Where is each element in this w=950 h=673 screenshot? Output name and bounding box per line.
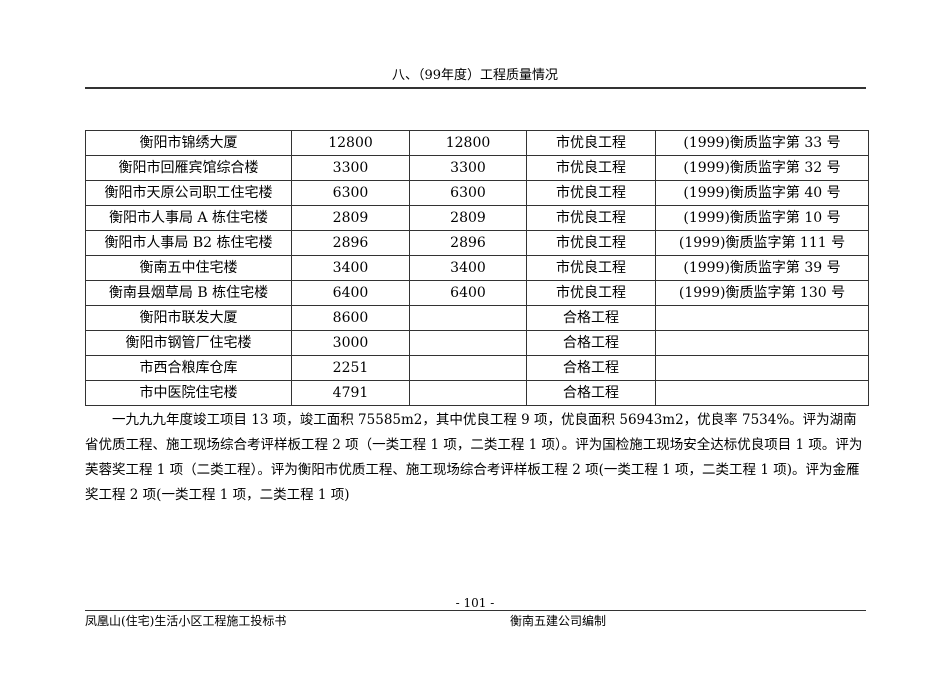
table-row: 衡阳市回雁宾馆综合楼 3300 3300 市优良工程 (1999)衡质监字第 32 号 <box>85 155 869 181</box>
project-name-cell: 衡阳市锦绣大厦 <box>85 130 292 156</box>
table-row: 衡阳市联发大厦 8600 合格工程 <box>85 305 869 331</box>
certificate-number-cell: (1999)衡质监字第 39 号 <box>655 255 869 281</box>
area-completed-cell: 3400 <box>291 255 410 281</box>
project-name-cell: 衡阳市人事局 A 栋住宅楼 <box>85 205 292 231</box>
area-excellent-cell: 6400 <box>409 280 527 306</box>
project-name-cell: 衡阳市人事局 B2 栋住宅楼 <box>85 230 292 256</box>
project-name-cell: 衡阳市联发大厦 <box>85 305 292 331</box>
area-completed-cell: 2251 <box>291 355 410 381</box>
project-name-cell: 衡南五中住宅楼 <box>85 255 292 281</box>
area-excellent-cell: 6300 <box>409 180 527 206</box>
project-name-cell: 衡阳市钢管厂住宅楼 <box>85 330 292 356</box>
certificate-number-cell <box>655 380 869 406</box>
certificate-number-cell: (1999)衡质监字第 130 号 <box>655 280 869 306</box>
quality-grade-cell: 市优良工程 <box>526 180 656 206</box>
quality-grade-cell: 市优良工程 <box>526 255 656 281</box>
footer-document-title: 凤凰山(住宅)生活小区工程施工投标书 <box>85 614 287 628</box>
table-row: 市中医院住宅楼 4791 合格工程 <box>85 380 869 406</box>
area-excellent-cell <box>409 355 527 381</box>
area-excellent-cell <box>409 305 527 331</box>
table-row: 衡阳市天原公司职工住宅楼 6300 6300 市优良工程 (1999)衡质监字第 40 … <box>85 180 869 206</box>
area-excellent-cell: 12800 <box>409 130 527 156</box>
area-completed-cell: 3300 <box>291 155 410 181</box>
header-divider <box>85 87 866 89</box>
certificate-number-cell <box>655 355 869 381</box>
quality-grade-cell: 合格工程 <box>526 305 656 331</box>
area-excellent-cell: 2896 <box>409 230 527 256</box>
certificate-number-cell <box>655 330 869 356</box>
area-completed-cell: 4791 <box>291 380 410 406</box>
page-header-title: 八、（99年度）工程质量情况 <box>391 68 559 83</box>
table-row: 衡阳市钢管厂住宅楼 3000 合格工程 <box>85 330 869 356</box>
certificate-number-cell: (1999)衡质监字第 40 号 <box>655 180 869 206</box>
quality-grade-cell: 市优良工程 <box>526 280 656 306</box>
quality-grade-cell: 市优良工程 <box>526 130 656 156</box>
area-excellent-cell: 2809 <box>409 205 527 231</box>
footer-company: 衡南五建公司编制 <box>510 614 607 628</box>
project-name-cell: 衡阳市回雁宾馆综合楼 <box>85 155 292 181</box>
area-completed-cell: 2809 <box>291 205 410 231</box>
area-completed-cell: 8600 <box>291 305 410 331</box>
project-name-cell: 市中医院住宅楼 <box>85 380 292 406</box>
quality-grade-cell: 合格工程 <box>526 355 656 381</box>
area-excellent-cell <box>409 330 527 356</box>
project-quality-table: 衡阳市锦绣大厦 12800 12800 市优良工程 (1999)衡质监字第 33 号衡阳… <box>85 130 869 406</box>
summary-paragraph: 一九九九年度竣工项目 13 项，竣工面积 75585m2，其中优良工程 9 项，… <box>85 412 863 503</box>
quality-grade-cell: 市优良工程 <box>526 230 656 256</box>
area-completed-cell: 3000 <box>291 330 410 356</box>
quality-grade-cell: 市优良工程 <box>526 155 656 181</box>
footer-divider <box>85 610 866 611</box>
quality-grade-cell: 合格工程 <box>526 330 656 356</box>
table-row: 衡南县烟草局 B 栋住宅楼 6400 6400 市优良工程 (1999)衡质监字第 13… <box>85 280 869 306</box>
area-excellent-cell: 3400 <box>409 255 527 281</box>
project-name-cell: 市西合粮库仓库 <box>85 355 292 381</box>
table-row: 衡阳市人事局 A 栋住宅楼 2809 2809 市优良工程 (1999)衡质监字第 10… <box>85 205 869 231</box>
table-row: 衡南五中住宅楼 3400 3400 市优良工程 (1999)衡质监字第 39 号 <box>85 255 869 281</box>
area-completed-cell: 2896 <box>291 230 410 256</box>
project-name-cell: 衡阳市天原公司职工住宅楼 <box>85 180 292 206</box>
table-row: 市西合粮库仓库 2251 合格工程 <box>85 355 869 381</box>
certificate-number-cell: (1999)衡质监字第 33 号 <box>655 130 869 156</box>
certificate-number-cell: (1999)衡质监字第 32 号 <box>655 155 869 181</box>
area-completed-cell: 12800 <box>291 130 410 156</box>
area-completed-cell: 6300 <box>291 180 410 206</box>
area-excellent-cell <box>409 380 527 406</box>
certificate-number-cell: (1999)衡质监字第 10 号 <box>655 205 869 231</box>
quality-grade-cell: 市优良工程 <box>526 205 656 231</box>
table-row: 衡阳市人事局 B2 栋住宅楼 2896 2896 市优良工程 (1999)衡质监字第 1… <box>85 230 869 256</box>
page-number: - 101 - <box>455 596 495 610</box>
project-name-cell: 衡南县烟草局 B 栋住宅楼 <box>85 280 292 306</box>
certificate-number-cell: (1999)衡质监字第 111 号 <box>655 230 869 256</box>
area-excellent-cell: 3300 <box>409 155 527 181</box>
area-completed-cell: 6400 <box>291 280 410 306</box>
quality-grade-cell: 合格工程 <box>526 380 656 406</box>
table-row: 衡阳市锦绣大厦 12800 12800 市优良工程 (1999)衡质监字第 33 号 <box>85 130 869 156</box>
certificate-number-cell <box>655 305 869 331</box>
